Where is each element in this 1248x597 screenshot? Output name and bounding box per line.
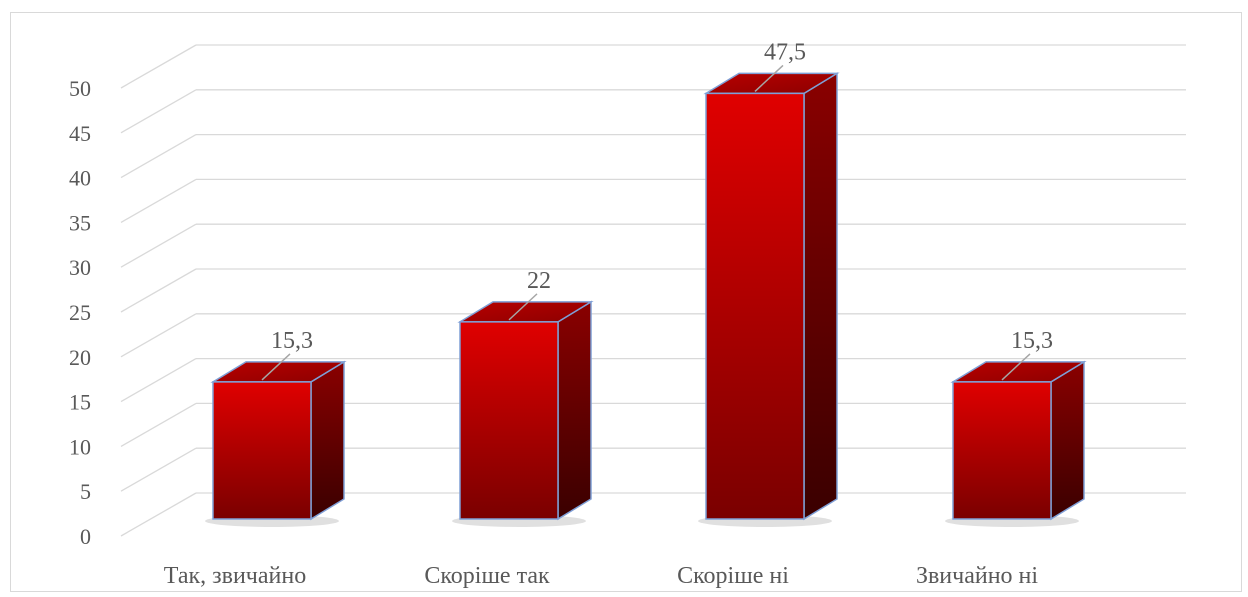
- data-labels: 15,3 22 47,5 15,3: [261, 39, 1053, 381]
- data-label-leader: [1001, 353, 1031, 381]
- x-category-label: Скоріше ні: [677, 563, 789, 589]
- gridline-side: [120, 492, 197, 537]
- y-tick-label: 0: [80, 524, 91, 549]
- x-category-label: Звичайно ні: [916, 563, 1038, 589]
- x-category-label: Так, звичайно: [164, 563, 306, 589]
- bar-side: [557, 300, 592, 521]
- x-category-label: Скоріше так: [424, 563, 550, 589]
- bar: [705, 92, 805, 520]
- y-tick-label: 45: [69, 121, 91, 146]
- gridline-side: [120, 134, 197, 179]
- data-label: 15,3: [1011, 328, 1053, 354]
- bar-side: [310, 360, 345, 521]
- bar: [212, 381, 312, 520]
- y-axis-ticks: 0 5 10 15 20 25 30 35 40 45 50: [69, 76, 91, 549]
- bar: [459, 321, 559, 520]
- gridline-side: [120, 358, 197, 403]
- y-tick-label: 20: [69, 345, 91, 370]
- bar-chart: 0 5 10 15 20 25 30 35 40 45 50 15,3 22 47,5 15,3 Так,…: [69, 39, 1186, 589]
- gridline-side: [120, 223, 197, 268]
- gridline-side: [120, 447, 197, 492]
- gridline-side: [120, 44, 197, 89]
- y-tick-label: 40: [69, 166, 91, 191]
- bar-side: [1050, 360, 1085, 521]
- y-tick-label: 10: [69, 434, 91, 459]
- y-tick-label: 15: [69, 390, 91, 415]
- gridlines: [120, 44, 1186, 537]
- y-tick-label: 50: [69, 76, 91, 101]
- gridline-side: [120, 402, 197, 447]
- data-label: 15,3: [271, 328, 313, 354]
- y-tick-label: 5: [80, 479, 91, 504]
- bars: [205, 72, 1087, 527]
- bar-side: [803, 72, 838, 521]
- y-tick-label: 35: [69, 210, 91, 235]
- data-label: 22: [527, 268, 551, 294]
- data-label-leader: [261, 353, 291, 381]
- x-axis-categories: Так, звичайно Скоріше так Скоріше ні Звичай…: [164, 563, 1039, 589]
- bar: [952, 381, 1052, 520]
- gridline-side: [120, 178, 197, 223]
- gridline-side: [120, 313, 197, 358]
- y-tick-label: 30: [69, 255, 91, 280]
- data-label: 47,5: [764, 39, 806, 65]
- y-tick-label: 25: [69, 300, 91, 325]
- data-label-leader: [508, 293, 538, 321]
- data-label-leader: [754, 64, 784, 92]
- gridline-side: [120, 268, 197, 313]
- gridline-side: [120, 89, 197, 134]
- chart-frame: 0 5 10 15 20 25 30 35 40 45 50 15,3 22 47,5 15,3 Так,…: [10, 12, 1242, 592]
